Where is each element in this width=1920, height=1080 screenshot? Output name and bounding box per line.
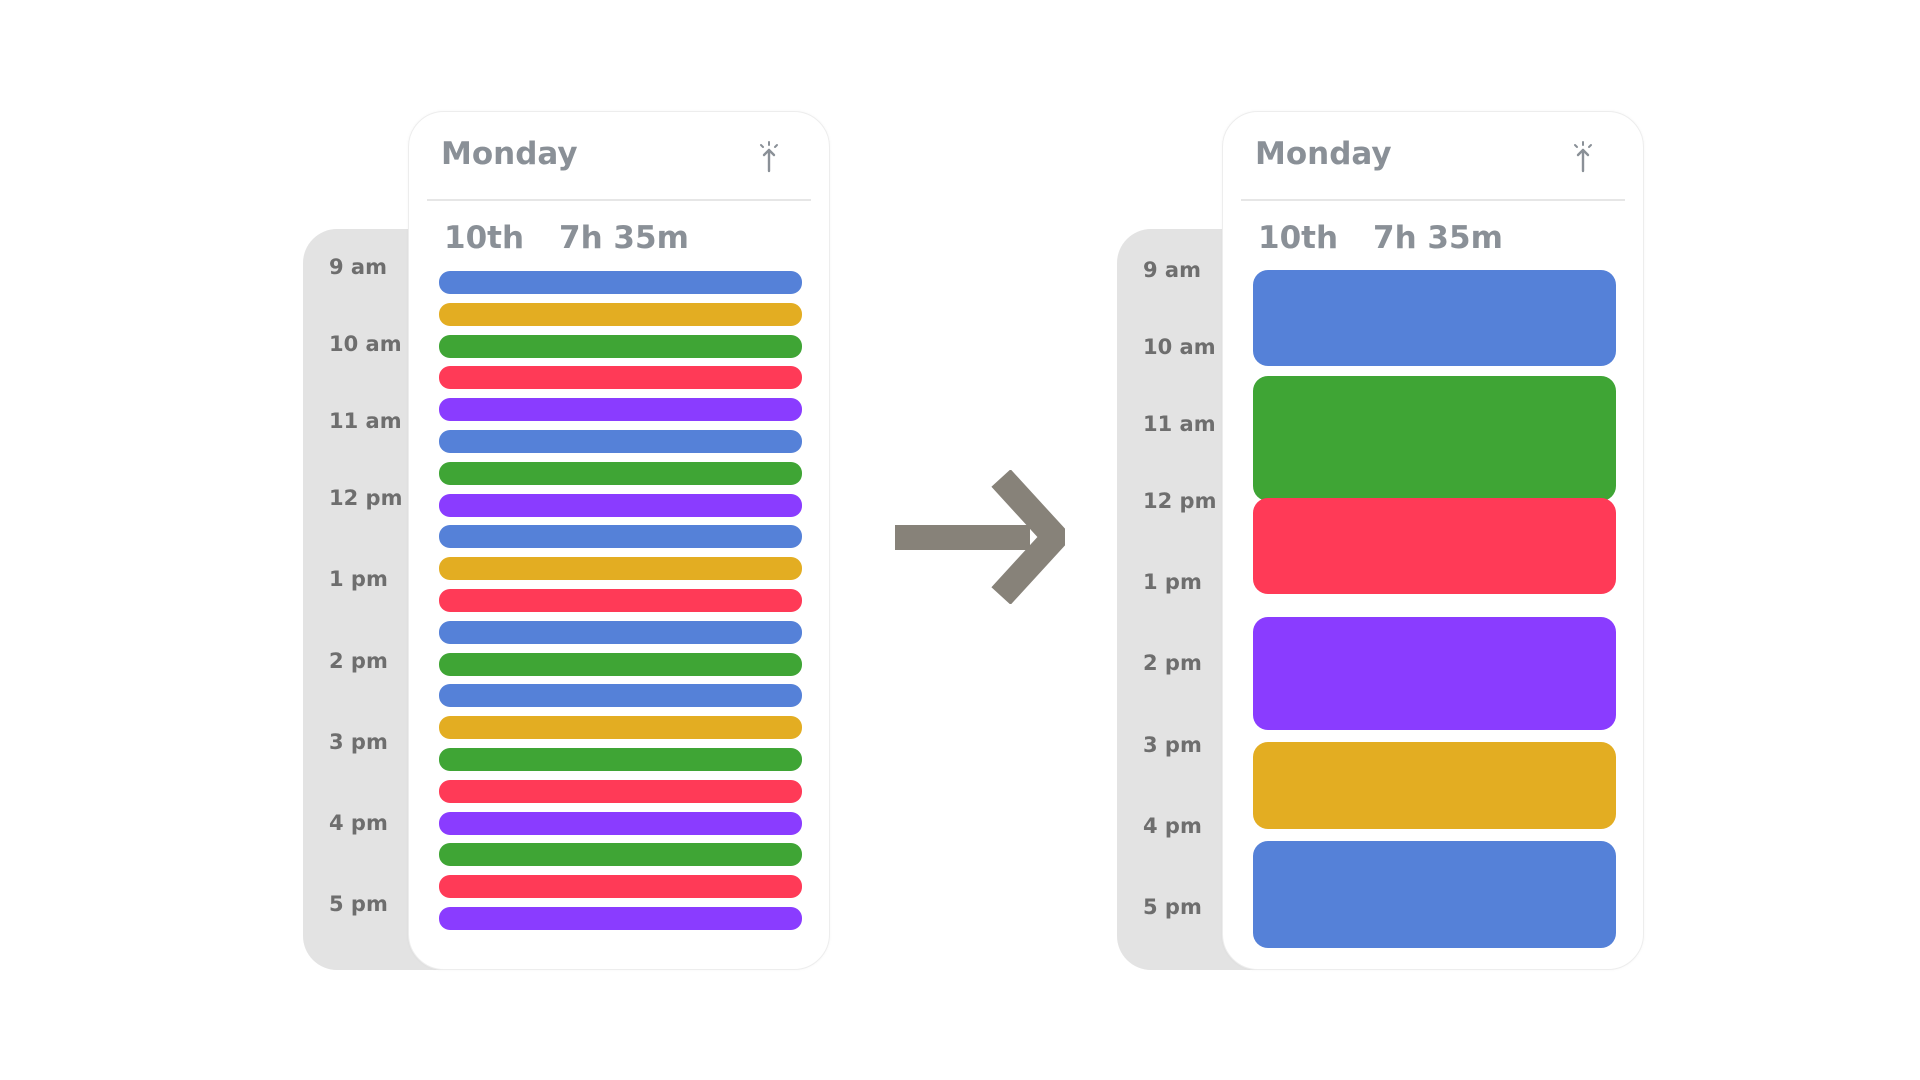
before-calendar: 9 am 10 am 11 am 12 pm 1 pm 2 pm 3 pm 4 …: [303, 111, 853, 970]
event-block[interactable]: [439, 557, 802, 580]
header-divider: [1241, 199, 1625, 201]
event-block[interactable]: [439, 494, 802, 517]
event-block[interactable]: [439, 430, 802, 453]
event-block[interactable]: [439, 303, 802, 326]
date-label: 10th: [444, 220, 525, 256]
time-label: 9 am: [329, 255, 387, 279]
event-block[interactable]: [439, 843, 802, 866]
time-label: 2 pm: [329, 649, 388, 673]
date-label: 10th: [1258, 220, 1339, 256]
time-label: 4 pm: [329, 811, 388, 835]
event-block[interactable]: [439, 653, 802, 676]
time-label: 12 pm: [329, 486, 403, 510]
time-label: 4 pm: [1143, 814, 1202, 838]
arrow-right-icon: [895, 470, 1065, 604]
event-block[interactable]: [439, 780, 802, 803]
time-label: 11 am: [1143, 412, 1216, 436]
time-label: 5 pm: [329, 892, 388, 916]
event-block[interactable]: [439, 589, 802, 612]
time-label: 12 pm: [1143, 489, 1217, 513]
time-label: 10 am: [1143, 335, 1216, 359]
day-title: Monday: [1255, 136, 1392, 172]
event-block[interactable]: [439, 398, 802, 421]
pin-icon[interactable]: [755, 140, 783, 174]
time-label: 1 pm: [1143, 570, 1202, 594]
after-calendar: 9 am 10 am 11 am 12 pm 1 pm 2 pm 3 pm 4 …: [1117, 111, 1667, 970]
event-block[interactable]: [439, 812, 802, 835]
event-block[interactable]: [439, 335, 802, 358]
duration-label: 7h 35m: [1373, 220, 1503, 256]
day-card: Monday 10th 7h 35m: [1222, 111, 1644, 970]
day-title: Monday: [441, 136, 578, 172]
event-block[interactable]: [439, 748, 802, 771]
event-block[interactable]: [439, 366, 802, 389]
time-label: 11 am: [329, 409, 402, 433]
event-block[interactable]: [439, 684, 802, 707]
event-block[interactable]: [1253, 270, 1616, 366]
duration-label: 7h 35m: [559, 220, 689, 256]
time-label: 3 pm: [1143, 733, 1202, 757]
event-block[interactable]: [1253, 742, 1616, 829]
time-label: 3 pm: [329, 730, 388, 754]
event-block[interactable]: [439, 525, 802, 548]
event-block[interactable]: [439, 621, 802, 644]
event-block[interactable]: [1253, 617, 1616, 730]
event-block[interactable]: [1253, 841, 1616, 948]
event-block[interactable]: [439, 716, 802, 739]
time-label: 10 am: [329, 332, 402, 356]
header-divider: [427, 199, 811, 201]
day-card: Monday 10th 7h 35m: [408, 111, 830, 970]
event-block[interactable]: [439, 462, 802, 485]
time-label: 2 pm: [1143, 651, 1202, 675]
event-block[interactable]: [439, 907, 802, 930]
event-block[interactable]: [439, 271, 802, 294]
time-label: 1 pm: [329, 567, 388, 591]
pin-icon[interactable]: [1569, 140, 1597, 174]
event-block[interactable]: [1253, 498, 1616, 594]
time-label: 5 pm: [1143, 895, 1202, 919]
time-label: 9 am: [1143, 258, 1201, 282]
event-block[interactable]: [1253, 376, 1616, 501]
event-block[interactable]: [439, 875, 802, 898]
